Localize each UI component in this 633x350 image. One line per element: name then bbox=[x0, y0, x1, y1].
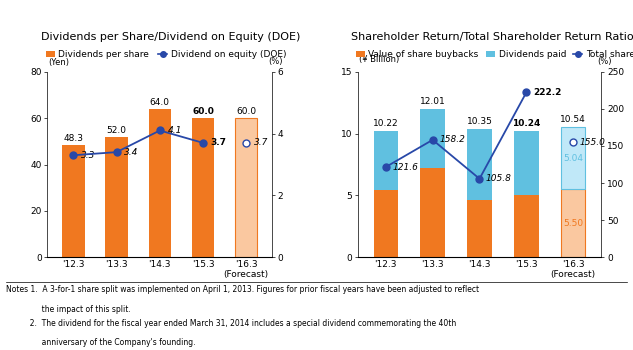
Text: 7.20: 7.20 bbox=[423, 208, 442, 217]
Text: 5.76: 5.76 bbox=[470, 160, 489, 169]
Bar bbox=[373, 190, 398, 257]
Text: 60.0: 60.0 bbox=[192, 107, 214, 116]
Text: 12.01: 12.01 bbox=[420, 97, 446, 106]
Text: 52.0: 52.0 bbox=[106, 126, 127, 135]
Text: 5.19: 5.19 bbox=[515, 158, 537, 167]
Legend: Value of share buybacks, Dividends paid, Total shareholder return ratio: Value of share buybacks, Dividends paid,… bbox=[356, 50, 633, 59]
Text: 3.7: 3.7 bbox=[211, 138, 227, 147]
Text: Dividends per Share/Dividend on Equity (DOE): Dividends per Share/Dividend on Equity (… bbox=[41, 32, 301, 42]
Text: Shareholder Return/Total Shareholder Return Ratio: Shareholder Return/Total Shareholder Ret… bbox=[351, 32, 633, 42]
Bar bbox=[467, 129, 492, 201]
Text: 64.0: 64.0 bbox=[150, 98, 170, 107]
Bar bbox=[514, 131, 539, 195]
Text: 155.0: 155.0 bbox=[580, 138, 606, 147]
Text: 10.54: 10.54 bbox=[560, 115, 586, 124]
Text: 222.2: 222.2 bbox=[533, 88, 561, 97]
Text: 3.7: 3.7 bbox=[254, 138, 268, 147]
Text: 10.24: 10.24 bbox=[512, 119, 541, 127]
Text: (¥ Billion): (¥ Billion) bbox=[358, 55, 399, 64]
Text: 5.04: 5.04 bbox=[563, 154, 583, 162]
Text: 48.3: 48.3 bbox=[63, 134, 84, 144]
Text: 10.22: 10.22 bbox=[373, 119, 399, 128]
Text: 2.  The dividend for the fiscal year ended March 31, 2014 includes a special div: 2. The dividend for the fiscal year ende… bbox=[6, 318, 456, 328]
Text: 10.35: 10.35 bbox=[467, 117, 492, 126]
Text: 4.1: 4.1 bbox=[168, 126, 182, 135]
Text: 121.6: 121.6 bbox=[392, 162, 418, 172]
Bar bbox=[192, 118, 215, 257]
Text: 4.59: 4.59 bbox=[470, 224, 489, 233]
Bar bbox=[105, 137, 128, 257]
Bar bbox=[62, 145, 85, 257]
Text: 4.76: 4.76 bbox=[376, 156, 396, 165]
Text: Notes 1.  A 3-for-1 share split was implemented on April 1, 2013. Figures for pr: Notes 1. A 3-for-1 share split was imple… bbox=[6, 285, 479, 294]
Bar bbox=[467, 201, 492, 257]
Text: 105.8: 105.8 bbox=[486, 174, 512, 183]
Text: 5.46: 5.46 bbox=[376, 219, 396, 228]
Bar bbox=[149, 109, 171, 257]
Text: 3.3: 3.3 bbox=[81, 151, 96, 160]
Text: 5.05: 5.05 bbox=[515, 222, 537, 231]
Bar bbox=[420, 109, 445, 168]
Text: (Yen): (Yen) bbox=[48, 58, 70, 67]
Bar bbox=[420, 168, 445, 257]
Text: 60.0: 60.0 bbox=[236, 107, 256, 116]
Text: anniversary of the Company's founding.: anniversary of the Company's founding. bbox=[6, 338, 196, 347]
Text: 5.50: 5.50 bbox=[563, 219, 583, 228]
Bar bbox=[373, 131, 398, 190]
Text: 4.81: 4.81 bbox=[423, 134, 442, 143]
Bar bbox=[561, 127, 586, 189]
Text: the impact of this split.: the impact of this split. bbox=[6, 304, 131, 314]
Bar bbox=[561, 189, 586, 257]
Text: 3.4: 3.4 bbox=[125, 148, 139, 157]
Legend: Dividends per share, Dividend on equity (DOE): Dividends per share, Dividend on equity … bbox=[46, 50, 286, 59]
Text: (%): (%) bbox=[598, 57, 612, 66]
Text: (%): (%) bbox=[269, 57, 283, 66]
Bar bbox=[235, 118, 258, 257]
Bar bbox=[514, 195, 539, 257]
Text: 158.2: 158.2 bbox=[439, 135, 465, 144]
